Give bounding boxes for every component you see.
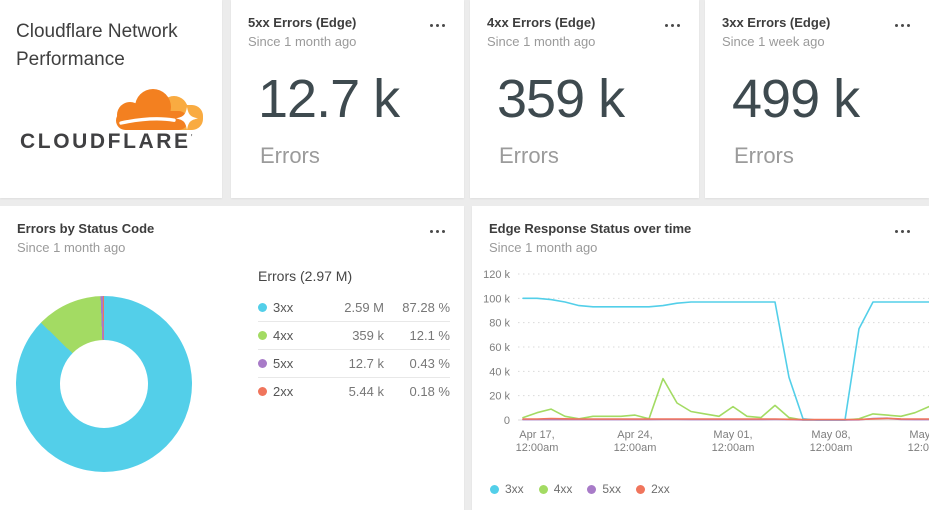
svg-text:0: 0 bbox=[504, 415, 510, 427]
svg-text:May 01,: May 01, bbox=[713, 429, 752, 441]
kpi-card-3xx: 3xx Errors (Edge) Since 1 week ago 499 k… bbox=[705, 0, 929, 198]
series-dot-2xx bbox=[258, 387, 267, 396]
donut-legend-table: Errors (2.97 M) 3xx 2.59 M 87.28 % 4xx 3… bbox=[258, 268, 450, 405]
dashboard-title: Cloudflare Network Performance bbox=[16, 21, 178, 70]
svg-text:May 08,: May 08, bbox=[811, 429, 850, 441]
cloudflare-logo: CLOUDFLARE' bbox=[14, 84, 216, 158]
series-dot-2xx bbox=[636, 484, 646, 494]
legend-item-3xx[interactable]: 3xx bbox=[490, 482, 524, 496]
svg-text:12:00am: 12:00am bbox=[516, 442, 559, 454]
legend-row-4xx[interactable]: 4xx 359 k 12.1 % bbox=[258, 321, 450, 349]
svg-text:20 k: 20 k bbox=[489, 391, 510, 403]
legend-item-2xx[interactable]: 2xx bbox=[636, 482, 670, 496]
legend-row-2xx[interactable]: 2xx 5.44 k 0.18 % bbox=[258, 377, 450, 405]
kpi-unit-label: Errors bbox=[260, 143, 320, 168]
title-card: Cloudflare Network Performance CLOUDFLAR… bbox=[0, 0, 222, 198]
card-title-text: Errors by Status Code bbox=[17, 221, 155, 236]
card-menu-icon[interactable] bbox=[892, 227, 913, 236]
cloudflare-wordmark: CLOUDFLARE' bbox=[20, 130, 196, 153]
donut-chart[interactable] bbox=[16, 296, 192, 472]
legend-table-title: Errors (2.97 M) bbox=[258, 268, 353, 284]
series-dot-4xx bbox=[538, 484, 548, 494]
series-dot-5xx bbox=[587, 484, 597, 494]
svg-text:80 k: 80 k bbox=[489, 318, 510, 330]
legend-row-5xx[interactable]: 5xx 12.7 k 0.43 % bbox=[258, 349, 450, 377]
kpi-value: 12.7 k bbox=[258, 69, 400, 129]
card-menu-icon[interactable] bbox=[662, 21, 683, 30]
svg-text:May 15,: May 15, bbox=[909, 429, 929, 441]
card-menu-icon[interactable] bbox=[427, 21, 448, 30]
kpi-value: 499 k bbox=[732, 69, 860, 129]
svg-text:100 k: 100 k bbox=[483, 293, 510, 305]
series-dot-5xx bbox=[258, 359, 267, 368]
kpi-unit-label: Errors bbox=[734, 143, 794, 168]
card-title-text: 4xx Errors (Edge) bbox=[487, 15, 596, 30]
kpi-card-5xx: 5xx Errors (Edge) Since 1 month ago 12.7… bbox=[231, 0, 464, 198]
svg-text:12:00am: 12:00am bbox=[810, 442, 853, 454]
card-title-text: 5xx Errors (Edge) bbox=[248, 15, 357, 30]
card-subtitle: Since 1 month ago bbox=[489, 240, 598, 255]
card-subtitle: Since 1 month ago bbox=[17, 240, 126, 255]
cloudflare-cloud-icon bbox=[116, 89, 203, 130]
errors-by-status-card: Errors by Status Code Since 1 month ago … bbox=[0, 206, 464, 510]
line-chart-legend: 3xx 4xx 5xx 2xx bbox=[490, 482, 670, 496]
legend-item-4xx[interactable]: 4xx bbox=[538, 482, 572, 496]
legend-item-5xx[interactable]: 5xx bbox=[587, 482, 621, 496]
legend-row-3xx[interactable]: 3xx 2.59 M 87.28 % bbox=[258, 293, 450, 321]
kpi-card-4xx: 4xx Errors (Edge) Since 1 month ago 359 … bbox=[470, 0, 699, 198]
svg-text:12:00am: 12:00am bbox=[614, 442, 657, 454]
svg-text:120 k: 120 k bbox=[483, 269, 510, 281]
series-dot-3xx bbox=[258, 302, 267, 312]
card-subtitle: Since 1 month ago bbox=[487, 34, 596, 49]
card-title-text: Edge Response Status over time bbox=[489, 221, 692, 236]
svg-text:12:00am: 12:00am bbox=[908, 442, 929, 454]
card-title-text: 3xx Errors (Edge) bbox=[722, 15, 831, 30]
card-subtitle: Since 1 week ago bbox=[722, 34, 825, 49]
series-dot-3xx bbox=[490, 484, 499, 494]
kpi-unit-label: Errors bbox=[499, 143, 559, 168]
svg-text:12:00am: 12:00am bbox=[712, 442, 755, 454]
card-menu-icon[interactable] bbox=[427, 227, 448, 236]
svg-text:40 k: 40 k bbox=[489, 366, 510, 378]
edge-response-status-card: Edge Response Status over time Since 1 m… bbox=[472, 206, 929, 510]
svg-text:Apr 24,: Apr 24, bbox=[617, 429, 652, 441]
svg-text:Apr 17,: Apr 17, bbox=[519, 429, 554, 441]
series-dot-4xx bbox=[258, 331, 267, 340]
card-subtitle: Since 1 month ago bbox=[248, 34, 357, 49]
kpi-value: 359 k bbox=[497, 69, 625, 129]
card-menu-icon[interactable] bbox=[892, 21, 913, 30]
svg-text:60 k: 60 k bbox=[489, 342, 510, 354]
